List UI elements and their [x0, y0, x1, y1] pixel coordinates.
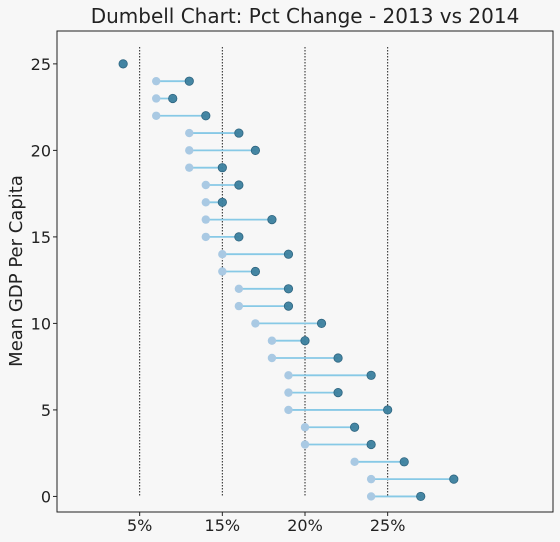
start-point-8 [267, 353, 277, 363]
end-point-3 [366, 439, 376, 450]
end-point-20 [250, 145, 260, 155]
start-point-9 [267, 336, 277, 345]
start-point-2 [350, 457, 359, 467]
y-tick-label-2: 10 [31, 314, 51, 333]
chart-title: Dumbell Chart: Pct Change - 2013 vs 2014 [91, 4, 520, 28]
start-point-6 [284, 388, 293, 397]
x-tick-label-2: 20% [287, 516, 323, 535]
end-point-6 [333, 388, 343, 398]
end-point-15 [234, 232, 244, 242]
start-point-20 [185, 146, 194, 155]
y-tick-label-4: 20 [31, 141, 51, 160]
end-point-1 [449, 474, 459, 484]
end-point-13 [250, 266, 260, 277]
start-point-22 [152, 111, 161, 120]
start-point-24 [152, 76, 161, 86]
end-point-21 [234, 128, 244, 138]
x-tick-label-1: 15% [205, 516, 241, 535]
start-point-1 [366, 474, 376, 484]
start-point-14 [218, 249, 227, 259]
x-tick-label-3: 25% [370, 516, 406, 535]
start-point-13 [218, 267, 227, 276]
plot-frame [56, 30, 554, 513]
y-tick-label-0: 0 [41, 487, 51, 506]
x-tick-label-0: 5% [127, 516, 152, 535]
start-point-10 [251, 319, 260, 328]
start-point-23 [152, 94, 161, 103]
data-points [118, 59, 459, 502]
start-point-0 [366, 492, 376, 501]
start-point-19 [185, 163, 194, 172]
y-tick-label-5: 25 [31, 55, 51, 74]
end-point-8 [333, 353, 343, 363]
end-point-9 [300, 336, 310, 346]
end-point-2 [399, 457, 409, 467]
end-point-5 [383, 405, 393, 415]
y-axis-ticks: 0 5 10 15 20 25 [31, 55, 57, 506]
y-tick-label-3: 15 [31, 228, 51, 247]
end-point-18 [234, 180, 244, 190]
end-point-17 [217, 197, 227, 207]
end-point-10 [316, 318, 327, 329]
start-point-5 [284, 405, 293, 415]
end-point-24 [184, 76, 194, 86]
start-point-4 [300, 423, 310, 432]
start-point-11 [234, 301, 244, 311]
end-point-22 [201, 111, 211, 121]
end-point-25 [118, 59, 128, 69]
start-point-12 [234, 284, 244, 294]
start-point-21 [185, 128, 194, 138]
end-point-4 [349, 422, 360, 432]
end-point-14 [283, 249, 294, 259]
start-point-16 [201, 215, 210, 224]
x-axis-ticks: 5% 15% 20% 25% [127, 512, 405, 535]
connector-lines [156, 80, 454, 498]
y-tick-label-1: 5 [41, 401, 51, 420]
end-point-11 [283, 301, 294, 311]
end-point-23 [168, 93, 178, 104]
end-point-19 [217, 163, 227, 173]
start-point-15 [201, 232, 210, 242]
y-axis-label: Mean GDP Per Capita [6, 175, 27, 367]
end-point-7 [366, 370, 376, 380]
start-point-17 [201, 198, 210, 207]
end-point-0 [416, 491, 426, 502]
end-point-12 [283, 284, 294, 294]
start-point-7 [284, 371, 293, 380]
end-point-16 [267, 214, 277, 225]
start-point-18 [201, 180, 210, 190]
start-point-3 [300, 440, 310, 449]
